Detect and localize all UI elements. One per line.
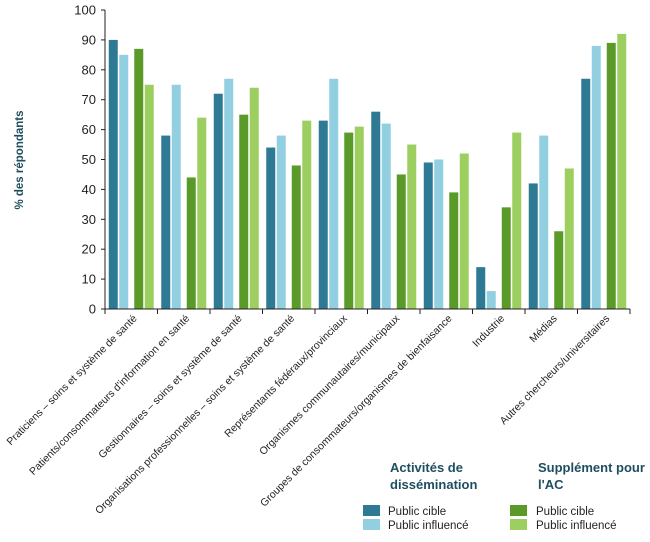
bar-ac-public-cible — [186, 177, 196, 309]
y-tick-label: 40 — [82, 182, 96, 197]
legend-label-ac-public-influence: Public influencé — [536, 520, 617, 532]
bar-ac-public-cible — [606, 42, 616, 309]
bar-dissemination-public-cible — [581, 78, 591, 310]
bar-dissemination-public-cible — [371, 111, 381, 309]
bar-ac-public-cible — [291, 165, 301, 309]
bar-dissemination-public-cible — [423, 162, 433, 309]
bar-dissemination-public-influence — [119, 54, 129, 309]
y-tick-label: 90 — [82, 32, 96, 47]
legend-group-1-title-line2: dissémination — [390, 477, 477, 492]
bar-dissemination-public-influence — [434, 159, 444, 309]
bar-ac-public-cible — [344, 132, 354, 309]
bar-ac-public-cible — [501, 207, 511, 309]
y-tick-label: 100 — [74, 3, 96, 18]
bar-ac-public-cible — [239, 114, 249, 310]
bar-dissemination-public-cible — [108, 39, 118, 310]
bar-ac-public-cible — [134, 48, 144, 310]
y-axis-label: % des répondants — [14, 110, 26, 209]
legend-swatch-dissemination-public-influence — [363, 519, 380, 530]
y-tick-label: 30 — [82, 212, 96, 227]
bar-ac-public-cible — [554, 231, 564, 309]
bar-ac-public-influence — [459, 153, 469, 309]
legend-group-2-title-line1: Supplément pour — [538, 460, 645, 475]
bar-dissemination-public-cible — [528, 183, 538, 309]
bar-ac-public-influence — [302, 120, 312, 309]
bar-dissemination-public-cible — [213, 93, 223, 309]
bar-ac-public-influence — [354, 126, 364, 309]
bar-ac-public-influence — [144, 84, 154, 309]
legend-label-dissemination-public-influence: Public influencé — [388, 520, 469, 532]
y-axis-ticks: 0 10 20 30 40 50 60 70 80 90 100 — [74, 3, 105, 317]
legend-swatch-dissemination-public-cible — [363, 505, 380, 516]
legend-swatch-ac-public-cible — [510, 505, 527, 516]
bar-dissemination-public-cible — [161, 135, 171, 309]
bar-ac-public-influence — [564, 168, 574, 309]
x-category-label: Organisations professionnelles – soins e… — [93, 313, 297, 517]
y-tick-label: 0 — [89, 302, 96, 317]
bar-dissemination-public-influence — [591, 45, 601, 309]
legend-group-1-title-line1: Activités de — [390, 460, 463, 475]
x-category-label: Médias — [527, 313, 559, 345]
bar-dissemination-public-influence — [276, 135, 286, 309]
y-tick-label: 20 — [82, 242, 96, 257]
y-tick-label: 10 — [82, 272, 96, 287]
legend-swatch-ac-public-influence — [510, 519, 527, 530]
y-tick-label: 50 — [82, 152, 96, 167]
bar-dissemination-public-influence — [171, 84, 181, 309]
bar-ac-public-influence — [197, 117, 207, 309]
bar-dissemination-public-cible — [476, 267, 486, 309]
bar-ac-public-cible — [449, 192, 459, 309]
bar-dissemination-public-influence — [224, 78, 234, 310]
legend-label-ac-public-cible: Public cible — [536, 506, 594, 518]
legend-group-2-title-line2: l'AC — [538, 477, 564, 492]
bar-ac-public-influence — [249, 87, 259, 310]
legend: Activités de dissémination Public cible … — [363, 460, 645, 532]
bars — [108, 33, 627, 310]
bar-ac-public-influence — [617, 33, 627, 310]
bar-ac-public-influence — [407, 144, 417, 309]
bar-dissemination-public-cible — [266, 147, 276, 309]
bar-dissemination-public-influence — [329, 78, 339, 310]
y-tick-label: 80 — [82, 62, 96, 77]
bar-ac-public-influence — [512, 132, 522, 309]
x-axis-ticks — [104, 309, 631, 314]
x-category-label: Industrie — [470, 313, 507, 350]
x-category-label: Autres chercheurs/universitaires — [498, 313, 613, 428]
y-tick-label: 60 — [82, 122, 96, 137]
bar-dissemination-public-influence — [539, 135, 549, 309]
bar-ac-public-cible — [396, 174, 406, 309]
y-tick-label: 70 — [82, 92, 96, 107]
category-labels: Praticiens – soins et système de santéPa… — [4, 312, 612, 517]
bar-dissemination-public-cible — [318, 120, 328, 309]
bar-dissemination-public-influence — [381, 123, 391, 310]
legend-label-dissemination-public-cible: Public cible — [388, 506, 446, 518]
bar-dissemination-public-influence — [486, 291, 496, 309]
